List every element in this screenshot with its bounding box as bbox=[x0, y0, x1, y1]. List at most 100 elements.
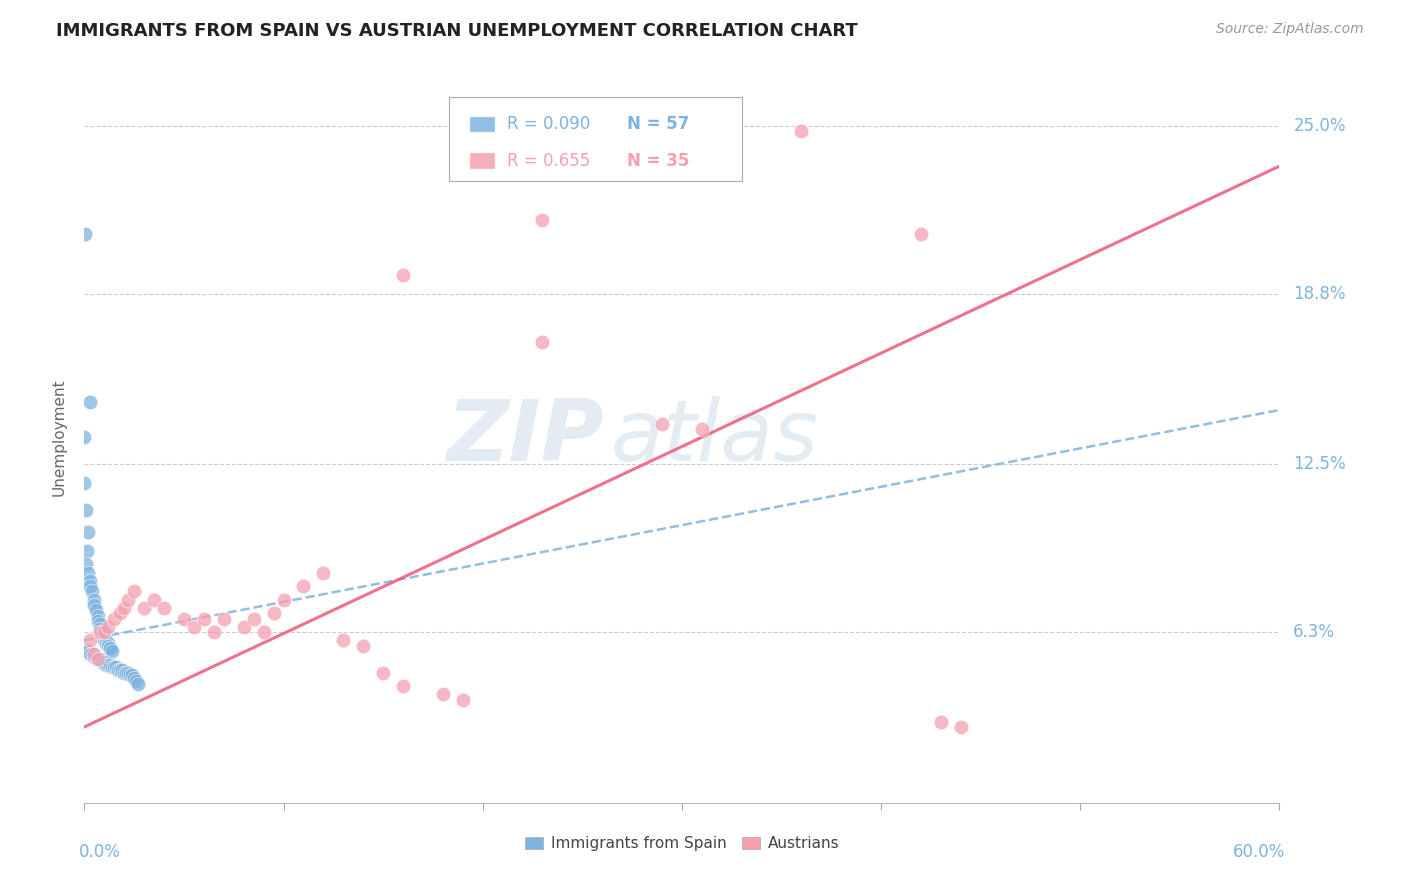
Point bbox=[83, 649, 105, 664]
Point bbox=[232, 620, 254, 634]
Point bbox=[97, 636, 120, 650]
Point bbox=[112, 600, 135, 615]
Point bbox=[96, 657, 118, 672]
Point bbox=[79, 633, 101, 648]
Bar bbox=[470, 116, 495, 132]
Text: 18.8%: 18.8% bbox=[1294, 285, 1346, 302]
Point bbox=[183, 620, 205, 634]
Point bbox=[173, 611, 195, 625]
Text: 0.0%: 0.0% bbox=[79, 843, 121, 861]
Point bbox=[117, 592, 139, 607]
Text: IMMIGRANTS FROM SPAIN VS AUSTRIAN UNEMPLOYMENT CORRELATION CHART: IMMIGRANTS FROM SPAIN VS AUSTRIAN UNEMPL… bbox=[56, 22, 858, 40]
Point bbox=[392, 268, 415, 282]
Text: Source: ZipAtlas.com: Source: ZipAtlas.com bbox=[1216, 22, 1364, 37]
Point bbox=[263, 606, 285, 620]
Point bbox=[82, 584, 104, 599]
Point bbox=[242, 611, 264, 625]
Point bbox=[127, 676, 149, 690]
Point bbox=[101, 644, 124, 658]
Text: ZIP: ZIP bbox=[447, 395, 605, 479]
Point bbox=[75, 644, 97, 658]
Point bbox=[253, 625, 276, 640]
Point bbox=[110, 663, 132, 677]
Point bbox=[120, 668, 142, 682]
Point bbox=[112, 665, 135, 680]
Point bbox=[193, 611, 215, 625]
Point bbox=[910, 227, 932, 241]
Point bbox=[212, 611, 235, 625]
Point bbox=[202, 625, 225, 640]
Point bbox=[83, 598, 105, 612]
Point bbox=[97, 620, 120, 634]
Point bbox=[373, 665, 395, 680]
Legend: Immigrants from Spain, Austrians: Immigrants from Spain, Austrians bbox=[519, 830, 845, 857]
Point bbox=[77, 566, 100, 580]
Point bbox=[103, 611, 125, 625]
Point bbox=[86, 649, 108, 664]
Point bbox=[82, 647, 104, 661]
Point bbox=[93, 625, 115, 640]
Point bbox=[122, 671, 145, 685]
Point bbox=[143, 592, 166, 607]
Point bbox=[73, 430, 96, 444]
Point bbox=[73, 476, 96, 491]
Point bbox=[93, 631, 115, 645]
Point bbox=[97, 657, 120, 672]
Point bbox=[312, 566, 335, 580]
Point bbox=[929, 714, 952, 729]
Point bbox=[83, 592, 105, 607]
Point bbox=[89, 617, 111, 632]
Point bbox=[111, 663, 134, 677]
Point bbox=[292, 579, 315, 593]
Point bbox=[75, 558, 97, 572]
Point bbox=[98, 657, 121, 672]
Point bbox=[332, 633, 354, 648]
Text: N = 57: N = 57 bbox=[627, 115, 689, 133]
Point bbox=[77, 644, 100, 658]
Point bbox=[153, 600, 176, 615]
Bar bbox=[470, 153, 495, 169]
Point bbox=[101, 660, 124, 674]
Point bbox=[949, 720, 972, 734]
Point bbox=[89, 623, 111, 637]
Y-axis label: Unemployment: Unemployment bbox=[51, 378, 66, 496]
Point bbox=[690, 422, 713, 436]
Point bbox=[125, 673, 148, 688]
Point bbox=[77, 524, 100, 539]
Point bbox=[96, 636, 118, 650]
Point bbox=[75, 227, 97, 241]
Point bbox=[93, 655, 115, 669]
Point bbox=[432, 688, 454, 702]
Point bbox=[110, 606, 132, 620]
Point bbox=[97, 639, 120, 653]
Point bbox=[87, 652, 110, 666]
Text: atlas: atlas bbox=[610, 395, 818, 479]
Point bbox=[79, 395, 101, 409]
Point bbox=[790, 124, 813, 138]
Text: R = 0.090: R = 0.090 bbox=[508, 115, 591, 133]
Point bbox=[651, 417, 673, 431]
Point bbox=[75, 503, 97, 517]
Text: 6.3%: 6.3% bbox=[1294, 624, 1336, 641]
Point bbox=[87, 652, 110, 666]
Point bbox=[117, 665, 139, 680]
Point bbox=[273, 592, 295, 607]
Point bbox=[89, 652, 111, 666]
Point bbox=[115, 665, 138, 680]
Text: N = 35: N = 35 bbox=[627, 152, 689, 169]
Point bbox=[89, 625, 111, 640]
Point bbox=[132, 600, 156, 615]
Point bbox=[76, 544, 98, 558]
Point bbox=[98, 641, 121, 656]
Point bbox=[96, 633, 118, 648]
Point bbox=[103, 660, 125, 674]
Point bbox=[91, 628, 114, 642]
Point bbox=[87, 615, 110, 629]
Point bbox=[107, 663, 129, 677]
Point bbox=[93, 633, 115, 648]
FancyBboxPatch shape bbox=[449, 97, 742, 181]
Point bbox=[87, 608, 110, 623]
Point bbox=[122, 584, 145, 599]
Text: 60.0%: 60.0% bbox=[1233, 843, 1285, 861]
Point bbox=[91, 655, 114, 669]
